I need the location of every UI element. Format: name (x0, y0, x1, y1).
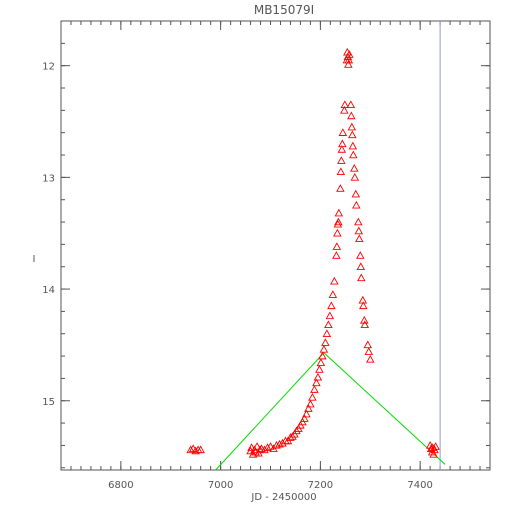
data-point (337, 145, 347, 153)
data-point (431, 442, 440, 450)
data-points (186, 47, 440, 458)
data-point (255, 445, 265, 454)
data-point (348, 141, 358, 150)
data-point (347, 122, 357, 131)
x-tick-labels: 6800 7000 7200 7400 (108, 480, 433, 491)
data-point (344, 55, 354, 64)
data-point (429, 449, 438, 458)
data-point (338, 139, 347, 148)
data-point (363, 340, 373, 349)
data-point (357, 273, 366, 282)
data-point (350, 172, 360, 181)
y-tick-label: 14 (42, 285, 55, 296)
data-point (324, 320, 333, 329)
data-point (191, 446, 200, 455)
data-point (321, 338, 330, 346)
axis-ticks (60, 20, 491, 470)
data-point (310, 385, 319, 393)
data-point (333, 219, 343, 228)
x-tick-label: 7000 (208, 480, 233, 491)
data-point (292, 426, 301, 435)
data-point (336, 167, 346, 176)
data-point (340, 100, 350, 109)
data-point (306, 399, 315, 408)
data-point (360, 315, 369, 324)
data-point (252, 442, 262, 450)
data-point (266, 442, 275, 450)
data-point (360, 320, 370, 329)
data-point (352, 200, 361, 209)
data-point (354, 226, 364, 235)
data-point (340, 105, 349, 114)
data-point (332, 251, 341, 259)
data-point (348, 130, 357, 139)
data-point (278, 438, 287, 447)
y-tick-label: 13 (42, 173, 55, 184)
data-point (260, 445, 269, 454)
data-point (332, 242, 342, 250)
data-point (356, 262, 366, 270)
data-point (366, 354, 375, 363)
data-point (349, 150, 358, 159)
data-point (322, 329, 332, 337)
data-point (308, 392, 317, 401)
data-point (312, 378, 321, 387)
data-point (196, 445, 205, 454)
data-point (325, 311, 335, 320)
data-point (337, 156, 346, 164)
data-point (288, 432, 297, 440)
data-point (345, 50, 354, 58)
data-point (350, 164, 359, 172)
x-tick-label: 7200 (308, 480, 333, 491)
data-point (275, 439, 284, 448)
y-tick-label: 12 (42, 62, 55, 73)
data-point (318, 351, 327, 360)
data-point (263, 443, 272, 451)
data-point (247, 443, 256, 451)
x-tick-label: 6800 (108, 480, 133, 491)
data-point (344, 60, 353, 68)
data-point (351, 189, 361, 198)
data-point (354, 217, 363, 226)
data-point (319, 344, 329, 353)
chart-title: MB15079I (254, 3, 314, 17)
data-point (356, 251, 365, 259)
y-axis-label: I (33, 254, 36, 265)
data-point (330, 276, 339, 285)
data-point (355, 234, 364, 243)
model-line (215, 352, 446, 471)
x-axis-label: JD - 2450000 (250, 492, 316, 503)
data-point (346, 100, 356, 109)
data-point (347, 111, 356, 120)
data-point (272, 441, 281, 449)
data-point (338, 128, 348, 136)
data-point (300, 414, 309, 422)
y-tick-labels: 12 13 14 15 (42, 62, 55, 408)
data-point (315, 365, 324, 373)
data-point (359, 301, 368, 310)
data-point (304, 404, 313, 412)
data-point (358, 295, 368, 304)
data-point (328, 290, 338, 298)
plot-frame (60, 20, 491, 471)
data-point (364, 347, 374, 355)
data-point (334, 217, 343, 226)
data-point (336, 184, 345, 192)
data-point (327, 301, 336, 310)
data-point (248, 449, 258, 458)
data-point (333, 228, 342, 237)
data-point (334, 208, 344, 217)
data-point (302, 409, 311, 418)
data-point (316, 358, 326, 367)
x-tick-label: 7400 (407, 480, 432, 491)
data-point (186, 445, 195, 454)
y-tick-label: 15 (42, 397, 55, 408)
data-point (313, 372, 323, 381)
